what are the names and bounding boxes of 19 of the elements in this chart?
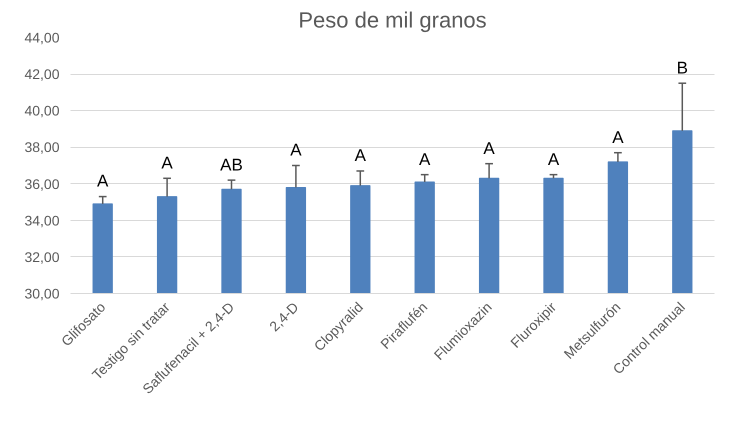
y-tick-label: 36,00 (24, 176, 60, 192)
y-tick-label: 38,00 (24, 139, 60, 156)
annotation: A (612, 128, 624, 147)
annotation: A (483, 138, 496, 158)
annotation: A (290, 140, 302, 160)
annotation: B (676, 58, 688, 78)
annotation: A (419, 150, 432, 169)
y-tick-label: 30,00 (24, 286, 60, 302)
annotation: AB (220, 155, 243, 174)
annotation: A (354, 146, 367, 166)
y-tick-label: 42,00 (24, 66, 60, 82)
chart-title: Peso de mil granos (298, 8, 487, 32)
annotation: A (161, 153, 174, 172)
annotation: A (548, 150, 560, 169)
y-tick-label: 32,00 (24, 248, 60, 265)
y-tick-label: 44,00 (24, 30, 60, 46)
y-tick-label: 40,00 (24, 102, 60, 119)
y-tick-label: 34,00 (24, 212, 60, 228)
annotation: A (97, 172, 110, 191)
